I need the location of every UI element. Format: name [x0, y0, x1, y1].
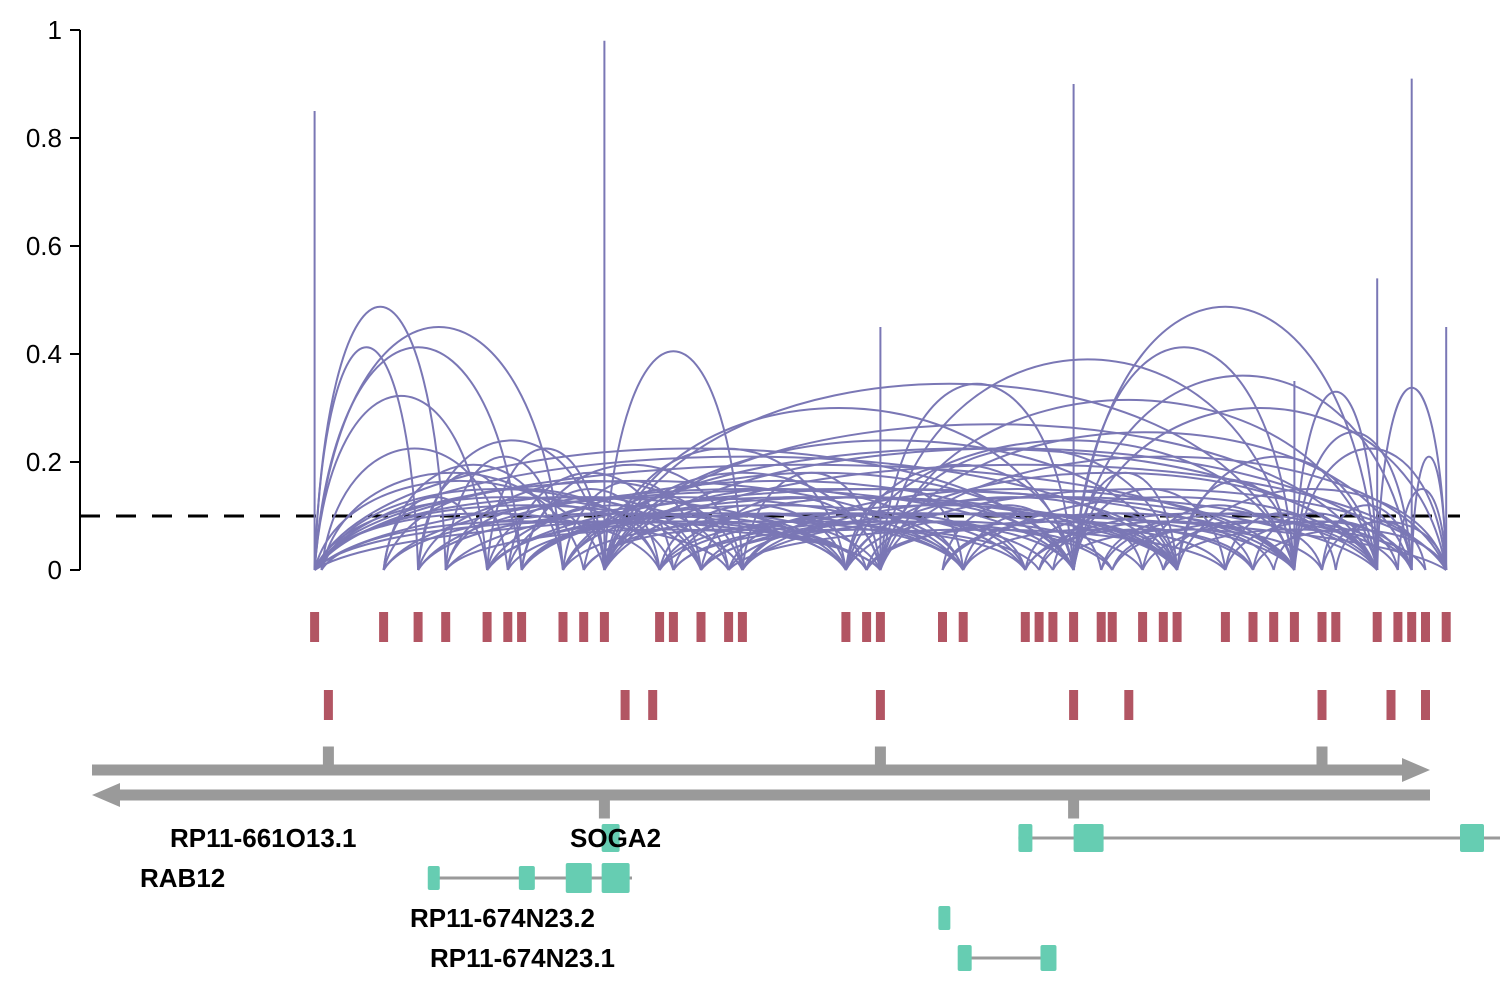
- gene-label: RP11-661O13.1: [170, 823, 356, 853]
- gene-label: RP11-674N23.2: [410, 903, 595, 933]
- gene-label: RAB12: [140, 863, 225, 893]
- gene-label: RP11-674N23.1: [430, 943, 615, 973]
- y-tick-label: 1: [48, 15, 62, 45]
- y-tick-label: 0.4: [26, 339, 62, 369]
- y-tick-label: 0: [48, 555, 62, 585]
- genomic-arc-plot: 0 0.2 0.4 0.6 0.8 1 RP11-661O13.1 SOGA2 RAB12 RP1…: [0, 0, 1500, 1000]
- gene-label: SOGA2: [570, 823, 661, 853]
- y-tick-label: 0.2: [26, 447, 62, 477]
- y-tick-label: 0.6: [26, 231, 62, 261]
- y-tick-label: 0.8: [26, 123, 62, 153]
